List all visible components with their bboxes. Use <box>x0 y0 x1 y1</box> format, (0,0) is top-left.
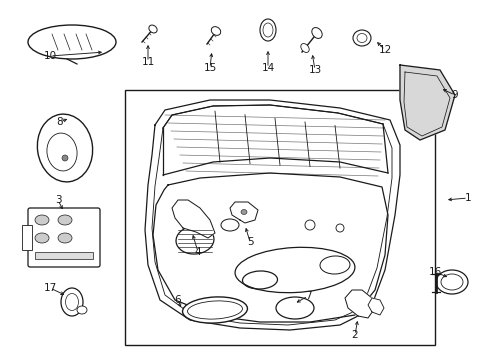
Ellipse shape <box>35 233 49 243</box>
Text: 17: 17 <box>43 283 57 293</box>
Text: 1: 1 <box>464 193 470 203</box>
Ellipse shape <box>35 215 49 225</box>
Polygon shape <box>367 298 383 315</box>
Text: 13: 13 <box>308 65 321 75</box>
Text: 15: 15 <box>203 63 216 73</box>
Text: 2: 2 <box>351 330 358 340</box>
Bar <box>125 90 434 345</box>
Text: 7: 7 <box>304 291 311 301</box>
Ellipse shape <box>28 25 116 59</box>
Ellipse shape <box>37 114 92 182</box>
Ellipse shape <box>435 270 467 294</box>
Polygon shape <box>399 65 454 140</box>
Ellipse shape <box>311 28 322 39</box>
Ellipse shape <box>182 297 247 323</box>
Ellipse shape <box>58 215 72 225</box>
Bar <box>22 225 32 250</box>
Polygon shape <box>345 290 374 318</box>
Bar <box>35 252 93 259</box>
Ellipse shape <box>61 288 83 316</box>
Ellipse shape <box>352 30 370 46</box>
Text: 6: 6 <box>174 295 181 305</box>
Ellipse shape <box>77 306 87 314</box>
Ellipse shape <box>241 210 246 215</box>
Ellipse shape <box>58 233 72 243</box>
FancyBboxPatch shape <box>28 208 100 267</box>
Ellipse shape <box>300 44 308 53</box>
Ellipse shape <box>275 297 313 319</box>
Polygon shape <box>229 202 258 223</box>
Text: 16: 16 <box>427 267 441 277</box>
Polygon shape <box>172 200 215 238</box>
Text: 10: 10 <box>43 51 57 61</box>
Text: 11: 11 <box>141 57 154 67</box>
Text: 3: 3 <box>55 195 61 205</box>
Text: 5: 5 <box>246 237 253 247</box>
Text: 14: 14 <box>261 63 274 73</box>
Ellipse shape <box>148 25 157 33</box>
Ellipse shape <box>211 27 220 35</box>
Ellipse shape <box>260 19 275 41</box>
Text: 8: 8 <box>57 117 63 127</box>
Ellipse shape <box>62 155 68 161</box>
Text: 12: 12 <box>378 45 391 55</box>
Text: 9: 9 <box>451 90 457 100</box>
Text: 4: 4 <box>194 247 201 257</box>
Ellipse shape <box>176 226 214 254</box>
